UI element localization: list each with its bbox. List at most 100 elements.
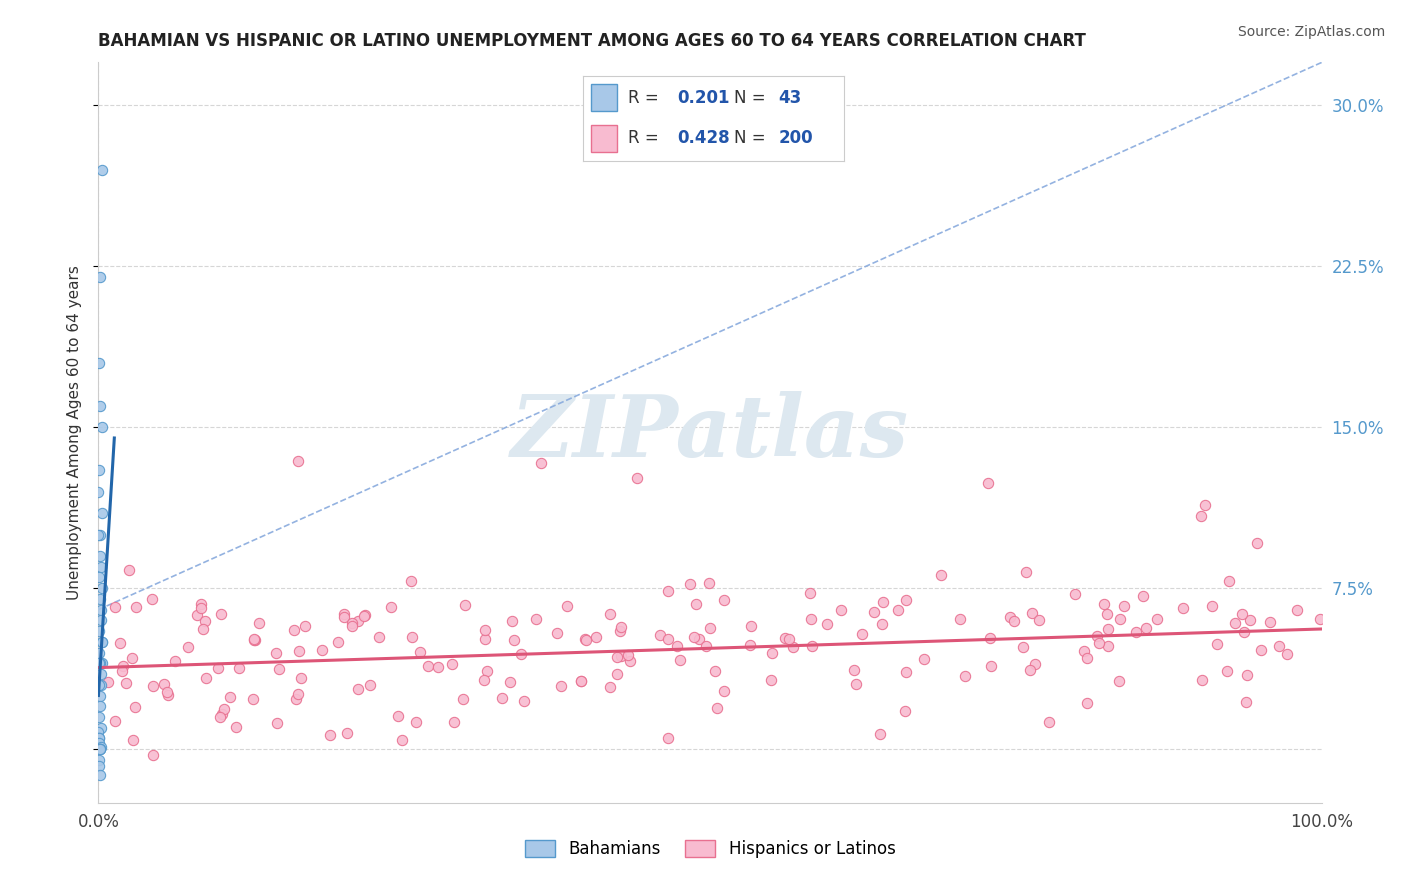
Point — [574, 632, 596, 647]
Point — [228, 660, 250, 674]
Point — [1194, 498, 1216, 512]
Point — [699, 621, 721, 635]
Point — [1015, 566, 1038, 580]
Point — [90, 162, 112, 177]
Text: R =: R = — [627, 89, 664, 107]
Point — [872, 595, 894, 609]
Point — [87, 742, 110, 756]
Point — [319, 728, 342, 742]
Point — [682, 630, 704, 644]
Point — [342, 616, 364, 631]
Point — [399, 574, 422, 588]
Point — [89, 399, 111, 413]
Point — [585, 630, 607, 644]
Point — [845, 676, 868, 690]
Point — [368, 630, 391, 644]
Point — [550, 679, 572, 693]
Point — [491, 691, 513, 706]
Point — [666, 639, 689, 653]
Point — [122, 733, 145, 747]
Point — [863, 605, 886, 619]
Text: 0.428: 0.428 — [678, 129, 730, 147]
Point — [704, 664, 727, 678]
Point — [1309, 612, 1331, 626]
Point — [657, 731, 679, 746]
Point — [1028, 613, 1050, 627]
Point — [346, 614, 368, 628]
Point — [89, 689, 111, 703]
Point — [1146, 612, 1168, 626]
Point — [685, 597, 707, 611]
Point — [738, 638, 761, 652]
Point — [190, 601, 212, 615]
Point — [980, 659, 1002, 673]
Point — [89, 731, 111, 746]
Point — [713, 684, 735, 698]
Point — [1073, 644, 1095, 658]
Point — [440, 657, 463, 671]
Point — [90, 667, 112, 681]
Point — [1132, 590, 1154, 604]
Point — [474, 624, 496, 638]
Point — [111, 664, 134, 678]
Point — [209, 710, 232, 724]
Point — [609, 624, 631, 638]
Point — [610, 620, 633, 634]
Point — [387, 709, 409, 723]
Point — [90, 559, 112, 574]
Point — [669, 653, 692, 667]
Point — [1258, 615, 1281, 629]
Point — [347, 681, 370, 696]
Point — [1021, 606, 1043, 620]
Text: 43: 43 — [779, 89, 801, 107]
Point — [1085, 629, 1108, 643]
Text: N =: N = — [734, 89, 772, 107]
Point — [782, 640, 804, 654]
Point — [124, 699, 146, 714]
Point — [89, 646, 111, 660]
Point — [759, 673, 782, 687]
Point — [606, 667, 628, 681]
Point — [89, 549, 111, 563]
Point — [510, 647, 533, 661]
Point — [740, 619, 762, 633]
Point — [90, 657, 112, 671]
Point — [451, 691, 474, 706]
Point — [1097, 622, 1119, 636]
Point — [998, 610, 1021, 624]
Point — [1171, 601, 1194, 615]
Point — [359, 678, 381, 692]
Point — [1097, 607, 1119, 621]
Point — [1285, 603, 1308, 617]
Point — [416, 659, 439, 673]
Point — [844, 664, 866, 678]
Point — [269, 662, 291, 676]
Point — [401, 630, 423, 644]
Point — [124, 600, 146, 615]
Point — [1189, 509, 1212, 524]
Point — [761, 646, 783, 660]
Point — [186, 608, 208, 623]
Point — [195, 671, 218, 685]
Point — [207, 660, 229, 674]
Point — [264, 646, 287, 660]
Point — [104, 600, 127, 615]
Point — [89, 614, 111, 628]
Point — [87, 484, 110, 499]
Point — [499, 675, 522, 690]
Point — [472, 673, 495, 687]
Point — [1108, 673, 1130, 688]
Point — [211, 607, 233, 621]
Point — [165, 654, 187, 668]
Point — [1012, 640, 1035, 655]
Point — [380, 600, 402, 615]
Point — [87, 657, 110, 671]
Point — [87, 624, 110, 639]
Point — [773, 631, 796, 645]
Point — [89, 591, 111, 606]
Point — [285, 692, 308, 706]
Point — [575, 632, 598, 647]
Point — [1135, 621, 1157, 635]
Point — [1076, 696, 1098, 710]
Point — [688, 632, 710, 646]
